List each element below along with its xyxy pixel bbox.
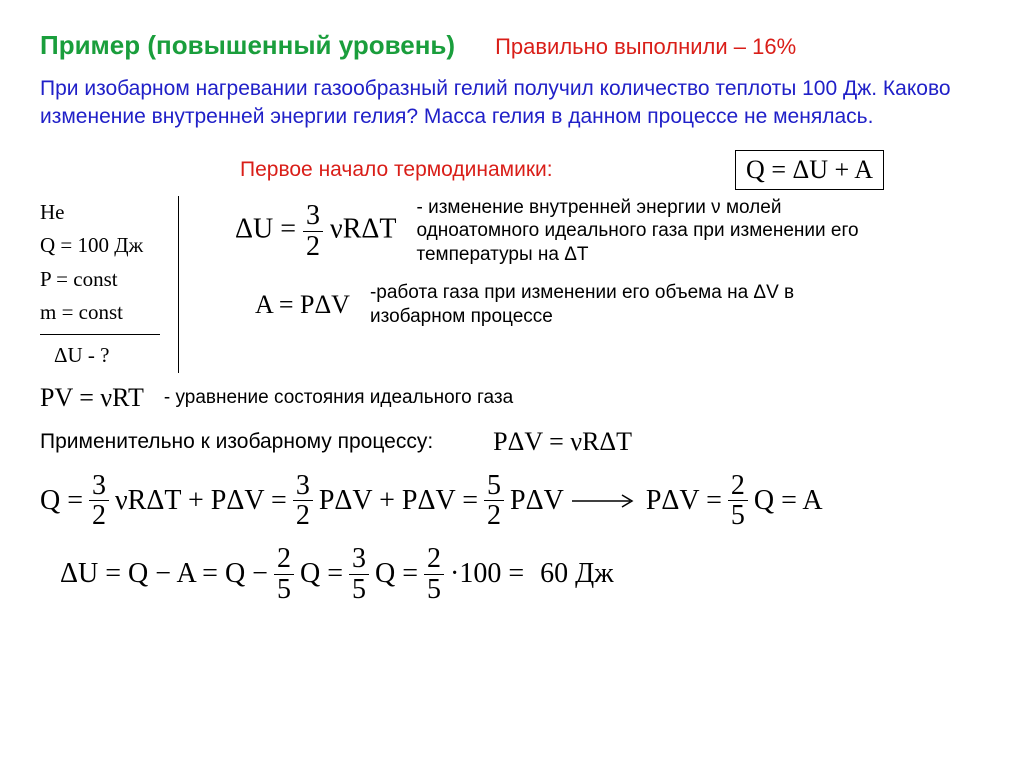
given-pressure: P = const (40, 263, 160, 297)
given-heat: Q = 100 Дж (40, 229, 160, 263)
work-formula: A = PΔV (255, 290, 350, 320)
derivation-chain: Q = 32 νRΔT + PΔV = 32 PΔV + PΔV = 52 PΔ… (40, 471, 984, 531)
internal-energy-formula: ΔU = 32 νRΔT (235, 201, 396, 261)
answer-value: 60 Дж (540, 558, 613, 590)
final-answer: ΔU = Q − A = Q − 25 Q = 35 Q = 25 ·100 =… (60, 544, 984, 604)
work-explain: -работа газа при изменении его объема на… (370, 281, 850, 329)
given-data: He Q = 100 Дж P = const m = const ΔU - ? (40, 196, 179, 373)
first-law-label: Первое начало термодинамики: (240, 158, 553, 182)
isobaric-equation: PΔV = νRΔT (493, 427, 632, 457)
state-explain: - уравнение состояния идеального газа (164, 386, 513, 410)
header-row: Пример (повышенный уровень) Правильно вы… (40, 30, 984, 61)
given-mass: m = const (40, 296, 160, 330)
given-find: ΔU - ? (40, 334, 160, 373)
problem-statement: При изобарном нагревании газообразный ге… (40, 75, 984, 132)
arrow-icon (570, 493, 640, 509)
internal-energy-explain: - изменение внутренней энергии ν молей о… (416, 196, 896, 267)
first-law-equation: Q = ΔU + A (735, 150, 884, 190)
given-substance: He (40, 196, 160, 230)
success-stat: Правильно выполнили – 16% (495, 34, 796, 60)
state-equation: PV = νRT (40, 383, 144, 413)
page-title: Пример (повышенный уровень) (40, 30, 455, 61)
isobaric-label: Применительно к изобарному процессу: (40, 429, 433, 455)
